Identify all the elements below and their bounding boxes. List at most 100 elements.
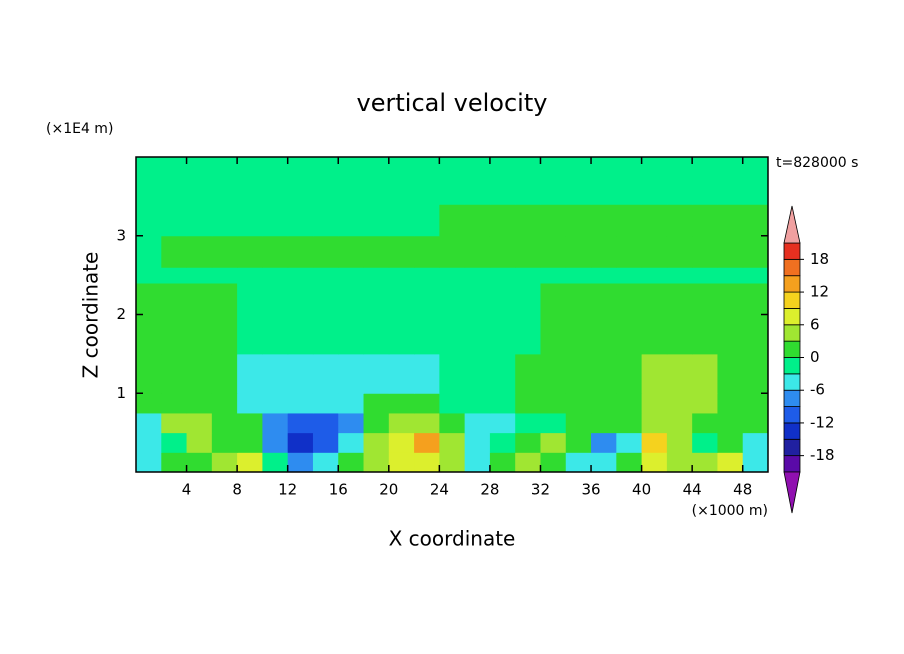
field-cell <box>717 204 744 237</box>
field-cell <box>540 353 567 394</box>
field-cell <box>439 412 466 434</box>
chart-title: vertical velocity <box>357 89 548 117</box>
field-cell <box>262 314 289 355</box>
x-tick-label: 8 <box>232 481 242 499</box>
field-cell <box>388 157 415 205</box>
field-cell <box>312 204 339 237</box>
field-cell <box>666 432 693 453</box>
field-cell <box>616 393 643 414</box>
colorbar-tick-label: -18 <box>810 446 835 464</box>
field-cell <box>388 393 415 414</box>
field-cell <box>388 432 415 453</box>
field-cell <box>515 393 541 414</box>
field-cell <box>414 314 440 355</box>
colorbar-tick-label: 6 <box>810 315 820 333</box>
field-cell <box>312 235 339 268</box>
field-cell <box>237 283 263 315</box>
field-cell <box>641 267 668 284</box>
field-cell <box>489 353 516 394</box>
colorbar-band <box>783 422 801 440</box>
field-cell <box>540 267 567 284</box>
field-cell <box>211 283 238 315</box>
field-cell <box>186 314 213 355</box>
field-cell <box>338 157 365 205</box>
field-cell <box>616 412 643 434</box>
field-cell <box>312 353 339 394</box>
field-cell <box>161 204 188 237</box>
field-cell <box>363 204 390 237</box>
field-cell <box>616 432 643 453</box>
field-cell <box>388 283 415 315</box>
field-cell <box>692 353 718 394</box>
colorbar-band <box>783 455 801 473</box>
x-tick-label: 20 <box>379 481 398 499</box>
field-cell <box>161 157 188 205</box>
x-tick-label: 12 <box>278 481 297 499</box>
field-cell <box>540 283 567 315</box>
field-cell <box>616 267 643 284</box>
field-cell <box>363 393 390 414</box>
field-cell <box>666 204 693 237</box>
field-cell <box>186 157 213 205</box>
field-cell <box>464 157 491 205</box>
field-cell <box>414 283 440 315</box>
field-cell <box>692 204 718 237</box>
field-cell <box>641 393 668 414</box>
field-cell <box>211 452 238 473</box>
field-cell <box>338 314 365 355</box>
x-tick-label: 28 <box>480 481 499 499</box>
field-cell <box>464 314 491 355</box>
field-cell <box>565 353 592 394</box>
field-cell <box>666 235 693 268</box>
field-cell <box>338 393 365 414</box>
field-cell <box>287 314 314 355</box>
field-cell <box>262 353 289 394</box>
colorbar-tick-label: 0 <box>810 348 820 366</box>
field-cell <box>211 235 238 268</box>
field-cell <box>136 432 162 453</box>
field-cell <box>641 314 668 355</box>
field-cell <box>591 393 617 414</box>
field-cell <box>439 157 466 205</box>
field-cell <box>237 412 263 434</box>
field-cell <box>565 393 592 414</box>
field-cell <box>666 283 693 315</box>
colorbar-tick-label: -6 <box>810 381 825 399</box>
field-cell <box>591 267 617 284</box>
field-cell <box>186 204 213 237</box>
field-cell <box>237 157 263 205</box>
field-cell <box>666 452 693 473</box>
field-cell <box>464 235 491 268</box>
field-cell <box>692 412 718 434</box>
field-cell <box>515 314 541 355</box>
field-cell <box>388 412 415 434</box>
field-cell <box>287 432 314 453</box>
field-cell <box>692 432 718 453</box>
field-cell <box>464 393 491 414</box>
field-cell <box>388 452 415 473</box>
y-tick-label: 1 <box>116 384 126 402</box>
field-cell <box>211 393 238 414</box>
field-cell <box>515 283 541 315</box>
field-cell <box>540 452 567 473</box>
field-cell <box>186 267 213 284</box>
field-cell <box>262 393 289 414</box>
field-cell <box>439 353 466 394</box>
field-cell <box>363 283 390 315</box>
field-cell <box>742 283 769 315</box>
field-cell <box>540 314 567 355</box>
field-cell <box>388 235 415 268</box>
field-cell <box>414 432 440 453</box>
field-cell <box>515 235 541 268</box>
field-cell <box>211 432 238 453</box>
field-cell <box>363 353 390 394</box>
colorbar-tick-label: 18 <box>810 250 829 268</box>
field-cell <box>717 393 744 414</box>
colorbar-band <box>783 357 801 375</box>
field-cell <box>338 452 365 473</box>
field-cell <box>515 412 541 434</box>
colorbar-band <box>783 406 801 424</box>
field-cell <box>616 452 643 473</box>
field-cell <box>414 204 440 237</box>
